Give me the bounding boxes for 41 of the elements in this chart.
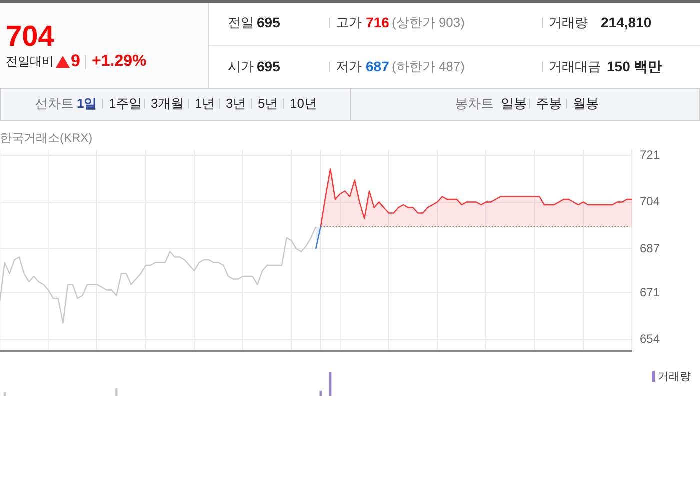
bar bbox=[116, 388, 118, 396]
text: 716 bbox=[366, 14, 390, 31]
text: 695 bbox=[257, 14, 280, 31]
text: 전일 bbox=[228, 14, 254, 30]
text: 선차트 bbox=[35, 96, 74, 112]
bar bbox=[330, 372, 332, 396]
text: (상한가 903) bbox=[392, 14, 465, 30]
y-tick-label: 721 bbox=[640, 148, 660, 162]
text: 일봉 bbox=[501, 96, 527, 112]
text: (하한가 487) bbox=[392, 58, 465, 74]
text: 3년 bbox=[226, 96, 246, 112]
text: 687 bbox=[366, 58, 390, 75]
text: 거래량 bbox=[549, 14, 588, 30]
text: 704 bbox=[6, 21, 54, 54]
text: 1년 bbox=[195, 96, 216, 112]
text: 시가 bbox=[228, 58, 254, 74]
text: 월봉 bbox=[573, 96, 599, 112]
text: 1주일 bbox=[109, 96, 142, 112]
bar bbox=[320, 390, 322, 396]
text: 거래대금 bbox=[549, 58, 601, 74]
y-tick-label: 654 bbox=[640, 332, 660, 346]
text: 695 bbox=[257, 58, 280, 75]
legend-label: 거래량 bbox=[658, 371, 691, 384]
text: 214,810 bbox=[601, 14, 652, 31]
text: 9 bbox=[71, 52, 80, 72]
bar bbox=[4, 392, 6, 396]
y-tick-label: 687 bbox=[640, 241, 660, 256]
text: 주봉 bbox=[536, 96, 562, 112]
text: 고가 bbox=[336, 14, 362, 30]
text: 150 백만 bbox=[607, 58, 662, 75]
y-tick-label: 671 bbox=[640, 285, 660, 300]
text: 전일대비 bbox=[6, 54, 54, 69]
text: 10년 bbox=[290, 96, 318, 112]
text: 한국거래소(KRX) bbox=[0, 130, 93, 147]
text: +1.29% bbox=[92, 53, 147, 71]
text: 봉차트 bbox=[455, 96, 494, 112]
y-tick-label: 704 bbox=[640, 194, 660, 209]
text: 저가 bbox=[336, 58, 362, 74]
text: 3개월 bbox=[151, 96, 184, 112]
text: 5년 bbox=[258, 96, 278, 112]
text: 1일 bbox=[77, 96, 98, 112]
